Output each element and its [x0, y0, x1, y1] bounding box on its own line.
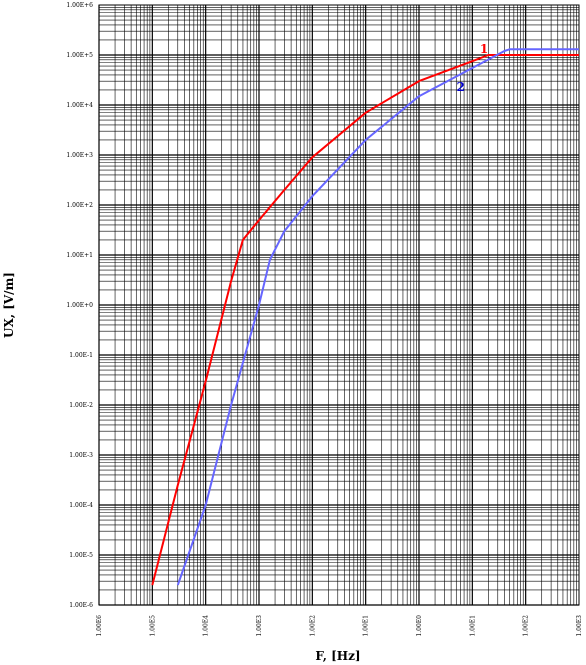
y-tick-label: 1.00E+0 [66, 302, 93, 309]
y-tick-label: 1.00E-2 [69, 402, 93, 409]
y-tick-label: 1.00E+4 [66, 102, 93, 109]
y-tick-label: 1.00E+6 [66, 2, 93, 9]
x-axis-label: F, [Hz] [315, 649, 360, 663]
series-group: 12 [151, 42, 579, 586]
x-tick-labels: 1.00E6 1.00E5 1.00E4 1.00E3 1.00E2 1.00E1 1.00… [96, 615, 583, 637]
x-tick-label: 1.00E0 [416, 615, 423, 637]
x-tick-label: 1.00E1 [469, 615, 476, 637]
x-tick-label: 1.00E4 [203, 615, 210, 637]
plot-frame [98, 4, 580, 606]
y-tick-label: 1.00E-1 [69, 352, 93, 359]
x-tick-label: 1.00E6 [96, 615, 103, 637]
series-label-2: 2 [456, 80, 464, 94]
x-tick-label: 1.00E3 [256, 615, 263, 637]
y-axis-label: UX, [V/m] [2, 272, 16, 338]
x-tick-label: 1.00E3 [576, 615, 583, 637]
y-tick-label: 1.00E-6 [69, 602, 93, 609]
y-tick-label: 1.00E+1 [66, 252, 93, 259]
y-tick-label: 1.00E+3 [66, 152, 93, 159]
series-label-1: 1 [480, 42, 488, 56]
y-tick-label: 1.00E+2 [66, 202, 93, 209]
x-tick-label: 1.00E2 [523, 615, 530, 637]
series-line-1 [151, 54, 579, 586]
y-tick-labels: 1.00E+6 1.00E+5 1.00E+4 1.00E+3 1.00E+2 1.00E… [66, 2, 93, 609]
grid [98, 5, 579, 606]
series-line-2 [176, 48, 579, 586]
y-tick-label: 1.00E-3 [69, 452, 93, 459]
x-tick-label: 1.00E2 [309, 615, 316, 637]
y-tick-label: 1.00E-4 [69, 502, 93, 509]
y-tick-label: 1.00E+5 [66, 52, 93, 59]
x-tick-label: 1.00E5 [149, 615, 156, 637]
x-tick-label: 1.00E1 [363, 615, 370, 637]
y-tick-label: 1.00E-5 [69, 552, 93, 559]
